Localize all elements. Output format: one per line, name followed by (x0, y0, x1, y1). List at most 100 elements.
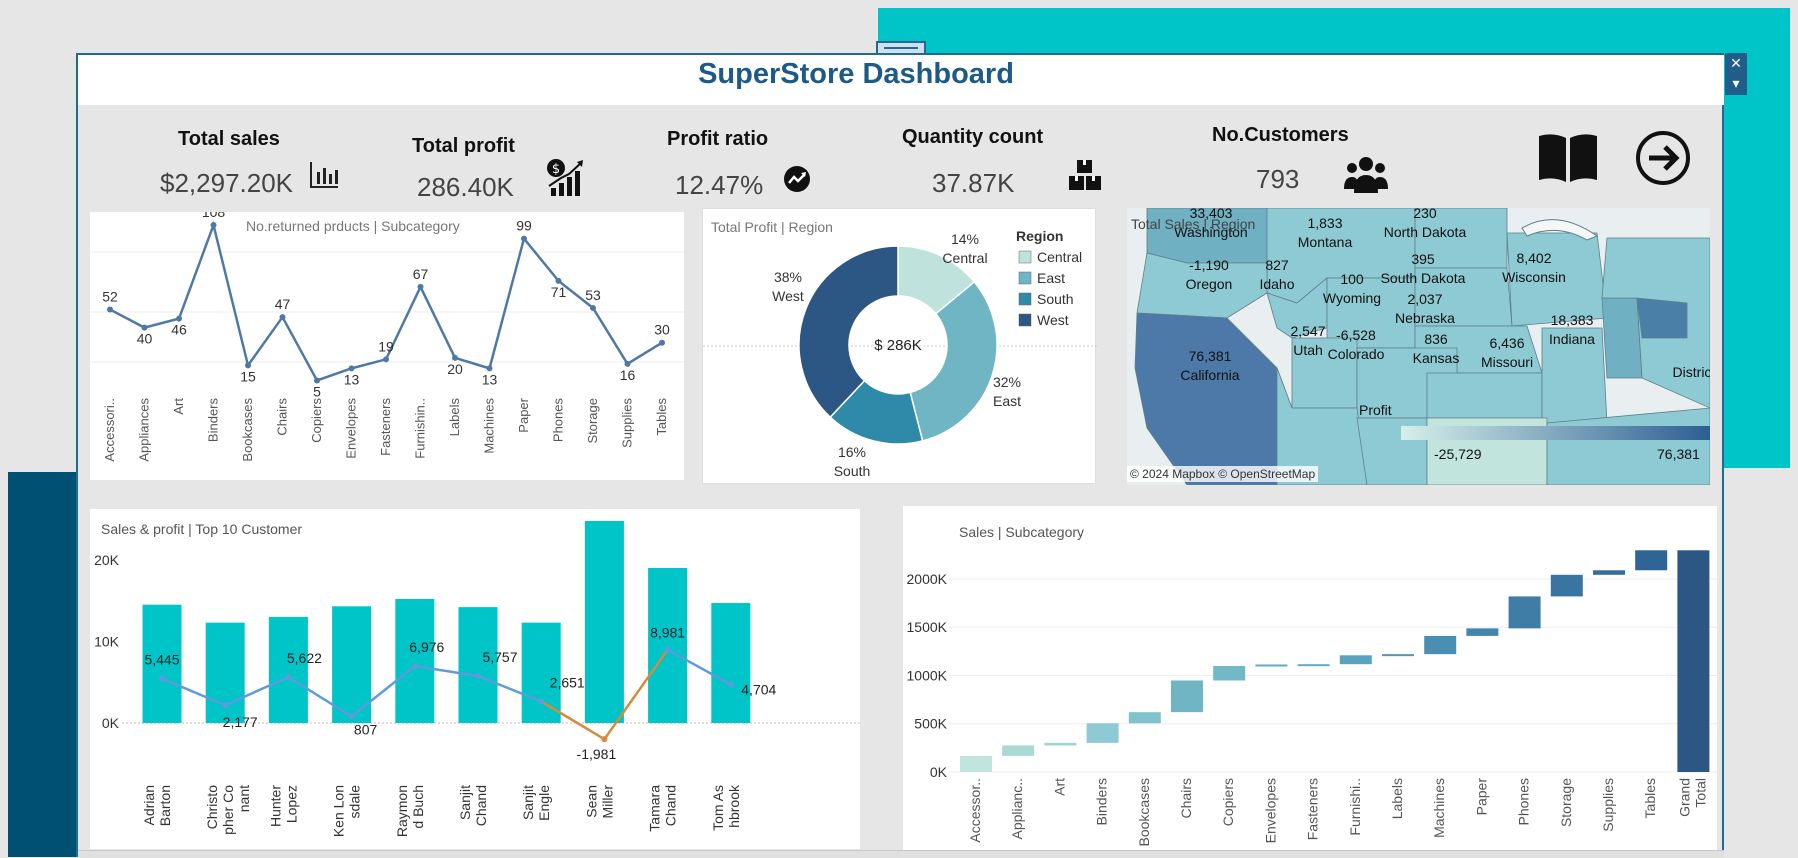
x-tick-label: Chand (473, 785, 489, 826)
growth-dollar-icon: $ (547, 159, 583, 196)
kpi-quantity-count-value: 37.87K (932, 168, 1015, 198)
window-controls: ✕ ▾ (1725, 53, 1747, 95)
x-tick-label: Phones (551, 398, 566, 443)
map-state-label: Oregon (1186, 276, 1233, 292)
data-label: 99 (516, 218, 532, 234)
x-tick-label: Furnishin.. (413, 398, 428, 459)
donut-slice-east (909, 280, 998, 442)
map-value-label: 18,383 (1551, 312, 1594, 328)
profit-point (411, 663, 418, 670)
x-tick-label: Fasteners (378, 398, 393, 456)
x-tick-label: Accessor.. (967, 778, 983, 843)
profit-label: 2,177 (223, 714, 258, 730)
map-state-label: Washington (1174, 224, 1247, 240)
sales-bar (521, 622, 561, 723)
profit-point (664, 646, 671, 653)
arrow-right-icon[interactable] (1635, 130, 1691, 186)
map-state-label: Montana (1298, 234, 1353, 250)
profit-label: 5,622 (287, 650, 322, 666)
profit-line-segment (350, 665, 416, 718)
x-tick-label: Storage (1558, 778, 1574, 827)
data-point (521, 235, 527, 242)
y-tick-label: 2000K (907, 571, 948, 587)
profit-point (538, 698, 545, 705)
x-tick-label: Hunter (267, 785, 283, 827)
menu-chevron-icon[interactable]: ▾ (1732, 75, 1740, 91)
x-tick-label: Bookcases (240, 398, 255, 462)
map-value-label: -1,190 (1189, 257, 1229, 273)
legend-title: Region (1016, 228, 1063, 244)
map-state-label: Nebraska (1395, 310, 1455, 326)
map-state-label: Kansas (1413, 350, 1460, 366)
data-point (107, 306, 113, 313)
waterfall-bar (1339, 655, 1372, 665)
x-tick-label: Art (1051, 778, 1067, 796)
sales-map[interactable]: 33,403 Washington 1,833 Montana 230 North Dak… (1127, 208, 1710, 485)
x-tick-label: Envelopes (344, 398, 359, 459)
x-tick-label: pher Co (220, 785, 236, 835)
y-tick-label: 1000K (907, 667, 948, 683)
kpi-quantity-count-label: Quantity count (902, 126, 1044, 148)
x-tick-label: Bookcases (1136, 778, 1152, 846)
profit-label: 8,981 (650, 625, 685, 641)
map-value-label: 100 (1340, 271, 1364, 287)
map-legend-max: 76,381 (1657, 446, 1700, 462)
x-tick-label: Paper (1473, 778, 1489, 816)
y-tick-label: 500K (914, 716, 947, 732)
data-point (590, 305, 596, 312)
kpi-profit-ratio-label: Profit ratio (667, 128, 769, 150)
data-point (624, 360, 631, 367)
legend-swatch (1018, 250, 1032, 264)
x-tick-label: Machines (482, 398, 497, 454)
drag-handle[interactable] (876, 41, 926, 53)
x-tick-label: Labels (447, 398, 462, 437)
legend-swatch (1018, 292, 1032, 306)
x-tick-label: Barton (157, 785, 173, 826)
map-attribution[interactable]: © 2024 Mapbox © OpenStreetMap (1127, 466, 1319, 482)
x-tick-label: Art (171, 398, 186, 415)
profit-label: -1,981 (577, 746, 617, 762)
x-tick-label: Christo (204, 785, 220, 830)
map-state-label: North Dakota (1384, 224, 1467, 240)
profit-region-title: Total Profit | Region (711, 219, 833, 235)
profit-point (475, 673, 481, 680)
map-state-label: California (1180, 367, 1239, 383)
lake-shape (1521, 219, 1599, 241)
data-point (452, 354, 458, 361)
waterfall-bar (1171, 680, 1203, 713)
close-icon[interactable]: ✕ (1730, 55, 1742, 71)
people-icon (1344, 157, 1388, 193)
sales-subcategory-panel: Sales | Subcategory 2000K 1500K 1000K 500K 0… (903, 506, 1717, 850)
x-tick-label: nant (236, 785, 252, 812)
returned-products-title: No.returned prducts | Subcategory (246, 218, 460, 234)
x-tick-label: Engle (536, 785, 552, 821)
data-point (659, 339, 665, 346)
x-tick-label: Labels (1389, 778, 1405, 819)
waterfall-bar (1382, 654, 1414, 657)
data-point (279, 314, 286, 321)
x-tick-label: Sean (583, 785, 599, 818)
book-icon[interactable] (1537, 132, 1599, 184)
data-label: 16 (620, 367, 636, 383)
map-state-label: Wyoming (1323, 290, 1381, 306)
x-tick-label: Chand (663, 785, 679, 826)
data-point (210, 222, 217, 229)
legend-swatch (1018, 271, 1032, 285)
slice-name-label: Central (942, 250, 987, 266)
data-point (141, 324, 148, 331)
kpi-total-profit-value: 286.40K (417, 172, 514, 202)
data-point (348, 365, 355, 372)
profit-line-segment (603, 648, 669, 740)
profit-point (348, 713, 355, 720)
trend-up-icon (784, 166, 810, 192)
x-tick-label: Furnishi.. (1347, 778, 1363, 836)
x-tick-label: Binders (1094, 778, 1110, 825)
map-state-label: Colorado (1328, 346, 1385, 362)
slice-pct-label: 16% (838, 444, 866, 460)
profit-region-donut: 14% Central Central 32% East East 16% South Sout… (703, 228, 1097, 479)
sales-subcategory-chart: 2000K 1500K 1000K 500K 0K Accessor.. Applianc.… (907, 550, 1717, 846)
profit-label: 4,704 (741, 682, 776, 698)
waterfall-bar (1466, 628, 1499, 636)
legend-label: South (1037, 291, 1074, 307)
profit-label: 6,976 (409, 639, 444, 655)
